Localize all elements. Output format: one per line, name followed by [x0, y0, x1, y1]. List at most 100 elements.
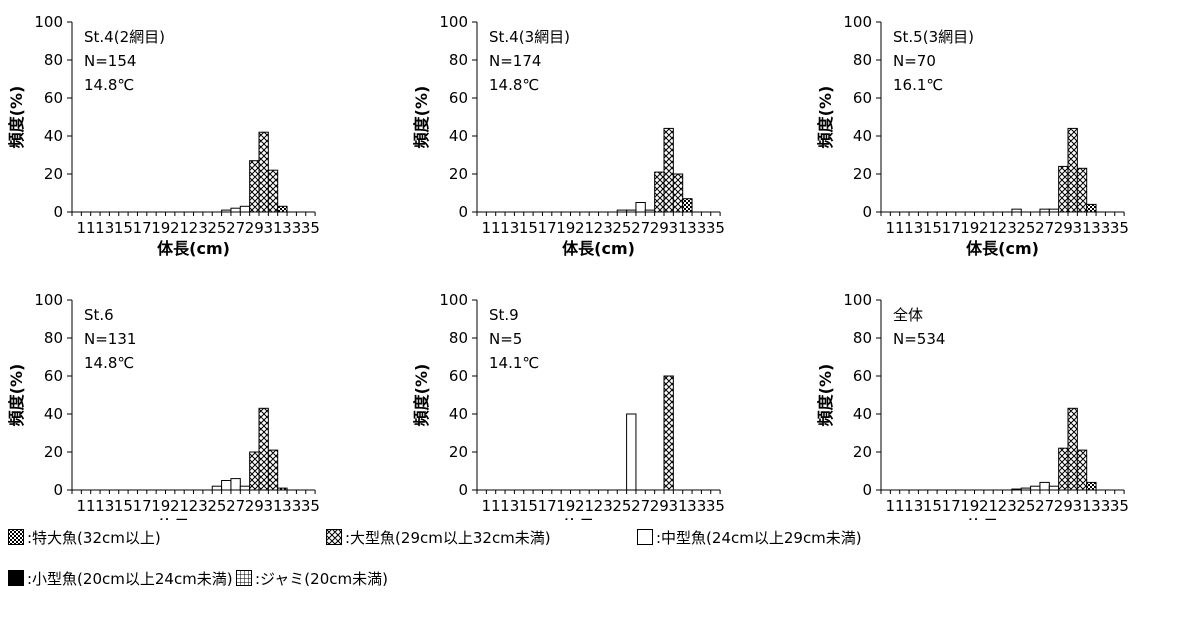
legend-item-xlarge: :特大魚(32cm以上) — [8, 526, 161, 548]
y-tick-label: 100 — [439, 13, 468, 31]
bar-25cm — [211, 485, 223, 491]
x-tick-label: 35 — [1110, 219, 1129, 237]
x-tick-label: 23 — [998, 497, 1017, 515]
legend-swatch-jami — [236, 570, 252, 586]
y-tick-label: 0 — [862, 203, 872, 221]
x-tick-label: 13 — [500, 497, 519, 515]
x-tick-label: 21 — [575, 497, 594, 515]
x-tick-label: 23 — [998, 219, 1017, 237]
x-tick-label: 19 — [556, 219, 575, 237]
y-axis-label: 頻度(%) — [412, 364, 431, 427]
x-tick-label: 17 — [538, 219, 557, 237]
bar-26cm — [221, 209, 232, 213]
bar-31cm — [1076, 449, 1088, 491]
x-axis-label: 体長(cm) — [157, 517, 230, 520]
x-tick-label: 23 — [594, 497, 613, 515]
x-tick-label: 21 — [170, 219, 189, 237]
legend-label: :中型魚(24cm以上29cm未満) — [656, 528, 862, 547]
bar-31cm — [672, 173, 684, 213]
y-tick-label: 20 — [44, 165, 63, 183]
bar-25cm — [1020, 487, 1032, 491]
y-axis-label: 頻度(%) — [816, 86, 835, 149]
y-tick-label: 60 — [44, 89, 63, 107]
y-tick-label: 40 — [449, 127, 468, 145]
x-tick-label: 21 — [170, 497, 189, 515]
y-tick-label: 60 — [449, 89, 468, 107]
bar-24cm — [1011, 488, 1022, 491]
y-tick-label: 60 — [449, 367, 468, 385]
bar-31cm — [267, 449, 279, 491]
y-tick-label: 60 — [853, 367, 872, 385]
x-tick-label: 25 — [612, 219, 631, 237]
x-tick-label: 35 — [706, 219, 725, 237]
bar-32cm — [1086, 203, 1097, 213]
y-tick-label: 40 — [853, 405, 872, 423]
x-tick-label: 29 — [245, 497, 264, 515]
bar-30cm — [663, 127, 674, 213]
x-tick-label: 31 — [668, 219, 687, 237]
x-tick-label: 17 — [942, 219, 961, 237]
bar-29cm — [1058, 165, 1069, 213]
bar-30cm — [258, 131, 269, 213]
chart-panel-1: 0 20 40 60 80 100 11 13 15 17 19 21 23 25 27 29 31 33 35 体長… — [7, 13, 320, 258]
bar-26cm — [1030, 485, 1041, 491]
chart-annotation: 14.8℃ — [84, 354, 134, 372]
y-axis-label: 頻度(%) — [412, 86, 431, 149]
x-tick-label: 21 — [979, 497, 998, 515]
x-tick-label: 25 — [207, 219, 226, 237]
x-tick-label: 15 — [114, 219, 133, 237]
bar-31cm — [267, 169, 279, 213]
bar-27cm — [635, 202, 646, 213]
legend-item-small: :小型魚(20cm以上24cm未満) — [8, 567, 233, 589]
x-tick-label: 17 — [942, 497, 961, 515]
chart-annotation: St.4(2網目) — [84, 28, 165, 46]
x-tick-label: 17 — [538, 497, 557, 515]
x-tick-label: 29 — [650, 219, 669, 237]
x-axis-label: 体長(cm) — [562, 517, 635, 520]
chart-annotation: N=5 — [489, 330, 522, 348]
chart-annotation: St.9 — [489, 306, 519, 324]
x-tick-label: 23 — [189, 497, 208, 515]
y-tick-label: 100 — [843, 291, 872, 309]
bar-29cm — [249, 160, 260, 213]
legend: :特大魚(32cm以上) :大型魚(29cm以上32cm未満) :中型魚(24cm以… — [0, 526, 1203, 618]
y-tick-label: 20 — [853, 443, 872, 461]
x-tick-label: 35 — [301, 497, 320, 515]
y-tick-label: 20 — [44, 443, 63, 461]
y-tick-label: 100 — [439, 291, 468, 309]
x-tick-label: 11 — [885, 219, 904, 237]
x-tick-label: 11 — [76, 219, 95, 237]
y-tick-label: 60 — [44, 367, 63, 385]
bar-32cm — [682, 198, 693, 213]
y-tick-label: 0 — [458, 481, 468, 499]
legend-label: :特大魚(32cm以上) — [27, 528, 161, 547]
y-tick-label: 80 — [853, 51, 872, 69]
x-tick-label: 33 — [1091, 497, 1110, 515]
x-tick-label: 29 — [1054, 497, 1073, 515]
bar-28cm — [239, 205, 251, 213]
x-tick-label: 11 — [885, 497, 904, 515]
y-tick-label: 80 — [853, 329, 872, 347]
bar-26cm — [221, 480, 232, 491]
x-tick-label: 25 — [207, 497, 226, 515]
legend-label: :大型魚(29cm以上32cm未満) — [345, 528, 551, 547]
legend-swatch-small — [8, 570, 24, 586]
x-tick-label: 33 — [1091, 219, 1110, 237]
chart-annotation: 14.8℃ — [489, 76, 539, 94]
y-tick-label: 0 — [862, 481, 872, 499]
x-axis-label: 体長(cm) — [562, 239, 635, 258]
x-tick-label: 33 — [282, 219, 301, 237]
chart-annotation: 14.8℃ — [84, 76, 134, 94]
bar-30cm — [258, 407, 269, 491]
y-tick-label: 0 — [53, 481, 63, 499]
chart-panel-2: 0 20 40 60 80 100 11 13 15 17 19 21 23 25 27 29 31 33 35 体長… — [412, 13, 725, 258]
y-tick-label: 100 — [843, 13, 872, 31]
bar-30cm — [1067, 127, 1078, 213]
x-tick-label: 27 — [631, 497, 650, 515]
chart-annotation: St.6 — [84, 306, 114, 324]
legend-swatch-medium — [637, 529, 653, 545]
x-tick-label: 29 — [245, 219, 264, 237]
